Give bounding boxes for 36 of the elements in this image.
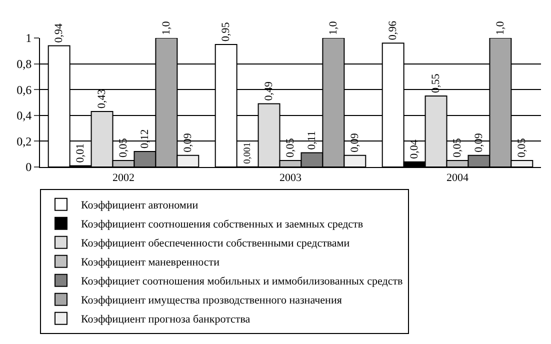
data-label: 0,12 xyxy=(138,129,151,149)
y-tick-label: 1 xyxy=(26,31,32,46)
y-tick-label: 0,8 xyxy=(16,57,32,71)
data-label: 0,94 xyxy=(53,22,66,43)
data-label: 1,0 xyxy=(327,20,340,35)
y-tick-label: 0,4 xyxy=(16,108,32,123)
legend-label: Коэффициент автономии xyxy=(81,200,198,212)
data-label: 0,49 xyxy=(263,81,276,101)
data-label: 0,05 xyxy=(118,138,130,158)
legend-label: Коэффициет соотношения мобильных и иммобилизованных средств xyxy=(81,276,403,288)
data-label: 0,55 xyxy=(430,73,442,94)
legend-label: Коэффициент имущества прозводственного назначения xyxy=(81,294,342,307)
x-tick-label: 2002 xyxy=(112,172,134,184)
data-label: 1,0 xyxy=(160,20,172,35)
data-label: 0,43 xyxy=(96,88,108,109)
legend-label: Коэффициент соотношения собственных и заемных средств xyxy=(81,218,364,231)
legend-label: Коэффициент обеспеченности собственными средствами xyxy=(81,238,350,250)
data-label: 0,001 xyxy=(242,142,254,164)
data-label: 0,05 xyxy=(284,138,296,158)
y-tick-label: 0 xyxy=(26,160,32,174)
y-tick-label: 0,2 xyxy=(16,134,32,148)
data-label: 0,05 xyxy=(452,138,464,158)
legend-label: Коэффициент маневренности xyxy=(81,256,220,269)
x-tick-label: 2004 xyxy=(446,172,469,184)
data-label: 0,05 xyxy=(516,138,528,158)
data-label: 0,09 xyxy=(472,132,485,152)
data-label: 0,11 xyxy=(306,130,318,150)
legend-label: Коэффициент прогноза банкротства xyxy=(81,314,250,326)
y-tick-label: 0,6 xyxy=(16,82,32,97)
data-label: 0,96 xyxy=(387,20,400,40)
data-label: 0,01 xyxy=(74,143,87,163)
data-label: 0,09 xyxy=(182,132,194,152)
data-label: 0,95 xyxy=(220,22,232,42)
x-tick-label: 2003 xyxy=(280,172,302,184)
data-label: 1,0 xyxy=(494,20,506,35)
data-label: 0,09 xyxy=(348,132,361,152)
